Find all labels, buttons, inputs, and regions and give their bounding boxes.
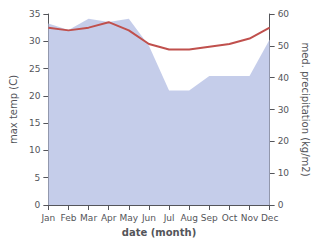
svg-text:10: 10 [29, 145, 41, 155]
svg-text:40: 40 [278, 73, 290, 83]
svg-text:Dec: Dec [261, 213, 278, 223]
svg-text:Apr: Apr [101, 213, 117, 223]
svg-text:Jun: Jun [141, 213, 156, 223]
svg-text:Aug: Aug [180, 213, 198, 223]
svg-text:30: 30 [278, 105, 290, 115]
svg-text:Mar: Mar [80, 213, 97, 223]
svg-text:date (month): date (month) [122, 227, 196, 238]
svg-text:0: 0 [35, 200, 41, 210]
svg-text:May: May [120, 213, 139, 223]
svg-text:med. precipitation (kg/m2): med. precipitation (kg/m2) [300, 42, 311, 176]
svg-text:15: 15 [29, 118, 40, 128]
svg-text:10: 10 [278, 168, 290, 178]
svg-text:Jan: Jan [40, 213, 55, 223]
svg-text:60: 60 [278, 9, 290, 19]
svg-text:20: 20 [29, 91, 41, 101]
svg-text:Jul: Jul [163, 213, 175, 223]
svg-text:Nov: Nov [241, 213, 259, 223]
svg-text:max temp (C): max temp (C) [8, 75, 19, 144]
svg-text:20: 20 [278, 136, 290, 146]
svg-text:Oct: Oct [222, 213, 238, 223]
svg-text:50: 50 [278, 41, 290, 51]
svg-text:5: 5 [35, 173, 41, 183]
svg-text:30: 30 [29, 36, 41, 46]
svg-text:35: 35 [29, 9, 40, 19]
svg-text:Feb: Feb [61, 213, 77, 223]
svg-text:0: 0 [278, 200, 284, 210]
svg-text:25: 25 [29, 64, 40, 74]
svg-text:Sep: Sep [201, 213, 218, 223]
